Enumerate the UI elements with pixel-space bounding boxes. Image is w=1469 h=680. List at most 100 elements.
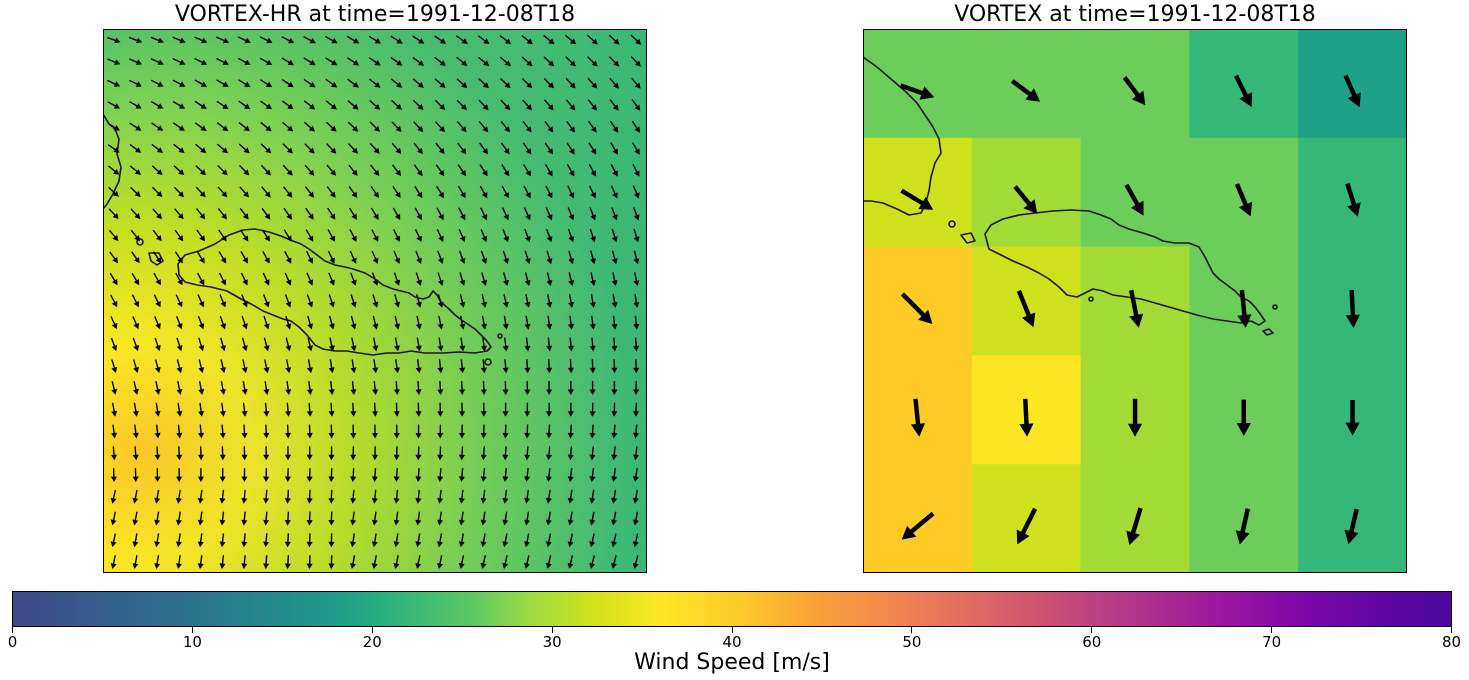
wind-vector-arrow xyxy=(611,381,618,395)
wind-vector-arrow xyxy=(611,555,617,569)
wind-vector-arrow xyxy=(151,143,163,153)
wind-vector-arrow xyxy=(481,337,487,352)
wind-vector-arrow xyxy=(502,446,509,461)
wind-vector-arrow xyxy=(901,511,935,540)
wind-vector-arrow xyxy=(611,468,618,482)
wind-vector-arrow xyxy=(240,229,249,242)
wind-vector-arrow xyxy=(589,489,596,504)
wind-vector-arrow xyxy=(545,185,553,199)
wind-vector-arrow xyxy=(175,533,182,548)
wind-vector-arrow xyxy=(238,143,250,154)
wind-vector-arrow xyxy=(502,294,509,308)
colorbar-label: Wind Speed [m/s] xyxy=(634,650,830,675)
wind-vector-arrow xyxy=(390,35,403,44)
wind-vector-arrow xyxy=(370,207,379,220)
wind-vector-arrow xyxy=(263,337,270,352)
wind-vector-arrow xyxy=(173,165,185,176)
wind-vector-arrow xyxy=(391,121,402,132)
wind-vector-arrow xyxy=(194,100,207,109)
wind-vector-arrow xyxy=(522,121,532,133)
wind-vector-arrow xyxy=(544,120,554,133)
colorbar-tick-label: 0 xyxy=(7,633,18,651)
wind-vector-arrow xyxy=(237,36,251,44)
wind-vector-arrow xyxy=(568,315,574,330)
wind-vector-arrow xyxy=(152,251,162,264)
wind-vector-arrow xyxy=(1016,507,1038,545)
wind-vector-arrow xyxy=(110,511,117,526)
wind-vector-arrow xyxy=(216,57,229,65)
wind-vector-arrow xyxy=(154,555,161,569)
wind-vector-arrow xyxy=(568,337,574,352)
wind-vector-arrow xyxy=(326,164,336,176)
wind-vector-arrow xyxy=(633,359,640,374)
wind-vector-arrow xyxy=(633,207,640,221)
wind-vector-arrow xyxy=(132,533,139,548)
wind-vector-arrow xyxy=(392,207,401,220)
wind-vector-arrow xyxy=(218,229,227,242)
wind-vector-arrow xyxy=(458,468,465,482)
wind-vector-arrow xyxy=(107,36,121,44)
wind-vector-arrow xyxy=(501,164,510,177)
wind-vector-arrow xyxy=(524,468,531,482)
wind-vector-arrow xyxy=(502,511,509,526)
wind-vector-arrow xyxy=(349,207,357,220)
wind-vector-arrow xyxy=(154,424,161,439)
wind-vector-arrow xyxy=(132,511,139,526)
wind-vector-arrow xyxy=(219,468,226,483)
wind-vector-arrow xyxy=(220,359,226,374)
wind-speed-colorbar xyxy=(12,591,1452,627)
wind-vector-arrow xyxy=(285,315,292,330)
wind-vector-arrow xyxy=(196,229,205,242)
wind-vector-arrow xyxy=(176,381,183,395)
wind-vector-arrow xyxy=(219,424,226,439)
wind-vector-arrow xyxy=(284,489,291,504)
wind-vector-arrow xyxy=(284,468,291,483)
wind-vector-arrow xyxy=(567,228,575,243)
high-resolution-wind-map xyxy=(103,29,647,573)
wind-vector-arrow xyxy=(263,555,270,570)
wind-vector-arrow xyxy=(523,185,531,199)
wind-vector-arrow xyxy=(174,251,183,264)
wind-vector-arrow xyxy=(502,315,509,330)
wind-speed-cell xyxy=(1189,29,1299,139)
wind-vector-arrow xyxy=(543,56,555,67)
wind-vector-arrow xyxy=(565,77,576,89)
wind-vector-arrow xyxy=(391,99,402,110)
wind-vector-arrow xyxy=(197,468,204,483)
wind-speed-cell xyxy=(863,137,973,248)
wind-vector-arrow xyxy=(608,34,620,45)
wind-vector-field xyxy=(899,74,1361,546)
wind-vector-arrow xyxy=(282,164,293,176)
wind-vector-arrow xyxy=(458,555,465,569)
wind-vector-arrow xyxy=(477,56,490,67)
wind-vector-arrow xyxy=(172,36,186,44)
wind-vector-arrow xyxy=(521,78,533,89)
wind-vector-arrow xyxy=(260,121,272,132)
wind-vector-arrow xyxy=(413,142,423,155)
wind-vector-arrow xyxy=(589,228,596,243)
wind-vector-arrow xyxy=(415,468,422,483)
wind-vector-arrow xyxy=(610,185,618,199)
wind-vector-arrow xyxy=(304,121,315,132)
wind-vector-arrow xyxy=(566,120,575,133)
wind-vector-arrow xyxy=(567,489,574,504)
wind-vector-arrow xyxy=(260,143,272,154)
wind-vector-arrow xyxy=(350,489,357,504)
wind-vector-arrow xyxy=(633,272,640,287)
wind-vector-arrow xyxy=(414,229,422,242)
wind-vector-arrow xyxy=(153,294,161,308)
wind-vector-arrow xyxy=(502,250,509,265)
wind-vector-arrow xyxy=(108,186,119,197)
wind-vector-arrow xyxy=(350,359,357,374)
wind-vector-arrow xyxy=(371,446,378,461)
wind-vector-arrow xyxy=(456,56,468,66)
wind-vector-arrow xyxy=(285,381,292,395)
wind-vector-arrow xyxy=(240,272,248,286)
wind-vector-arrow xyxy=(219,446,226,461)
wind-vector-arrow xyxy=(303,78,316,88)
wind-vector-arrow xyxy=(611,294,618,308)
wind-vector-arrow xyxy=(545,207,553,221)
wind-vector-arrow xyxy=(370,164,380,176)
wind-vector-arrow xyxy=(176,424,183,439)
wind-vector-arrow xyxy=(393,511,400,526)
